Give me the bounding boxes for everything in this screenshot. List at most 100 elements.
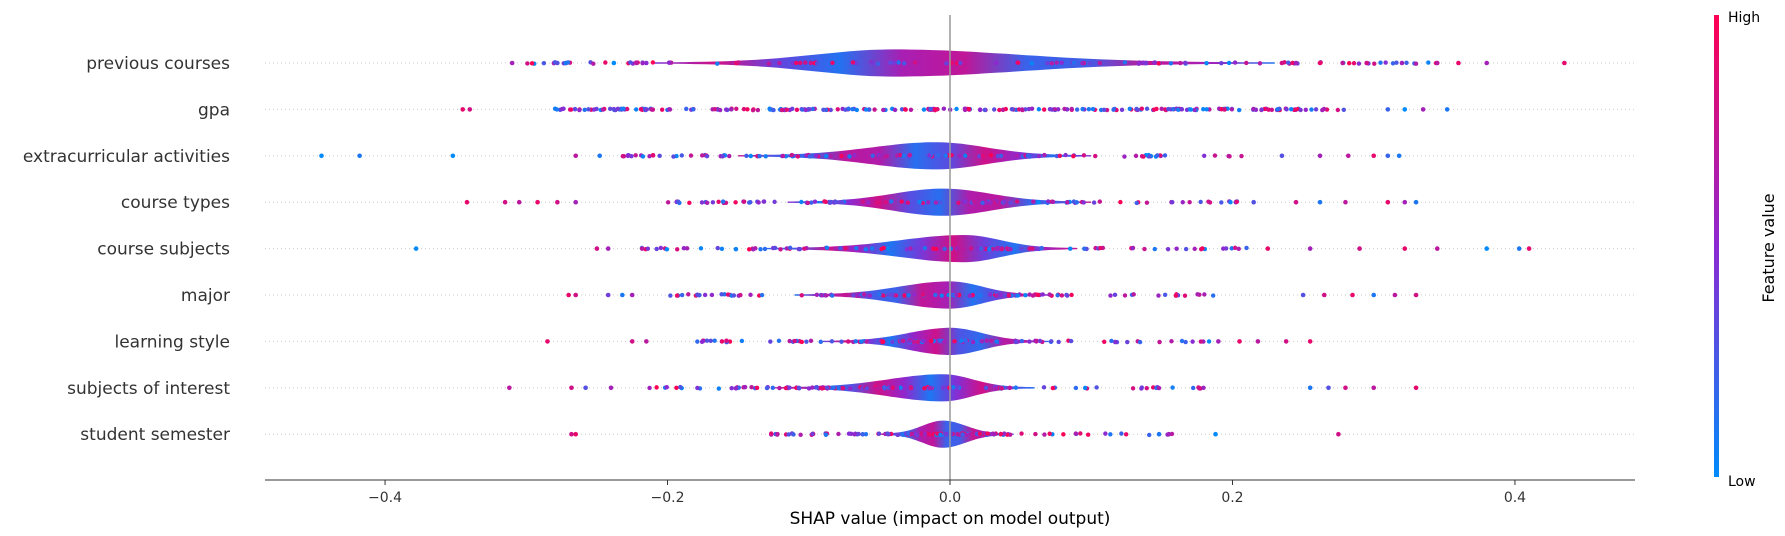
data-point [802, 246, 807, 251]
data-point [1259, 107, 1264, 112]
data-point [988, 200, 993, 205]
data-point [1210, 293, 1216, 298]
data-point [821, 107, 826, 112]
violin [738, 142, 1092, 170]
data-point [724, 338, 729, 343]
data-point [839, 200, 845, 205]
data-point [927, 385, 933, 391]
data-point [529, 61, 535, 66]
data-point [941, 106, 947, 111]
data-point [1289, 106, 1294, 112]
data-point [1074, 200, 1080, 205]
data-point [827, 200, 833, 205]
data-point [933, 200, 939, 205]
x-axis-title: SHAP value (impact on model output) [790, 509, 1111, 529]
data-point [808, 338, 814, 344]
data-point [1003, 106, 1008, 112]
data-point [710, 200, 716, 205]
data-point [885, 431, 890, 436]
data-point [1206, 339, 1212, 344]
data-point [754, 385, 760, 390]
data-point [895, 432, 900, 438]
data-point [869, 60, 875, 66]
data-point [839, 153, 844, 159]
data-point [1255, 339, 1261, 344]
data-point [1139, 385, 1144, 390]
data-point [695, 385, 700, 391]
data-point [846, 431, 852, 436]
data-point [938, 432, 943, 438]
data-point [594, 246, 600, 251]
data-point [1434, 60, 1440, 66]
data-point [1229, 107, 1235, 112]
data-point [921, 292, 926, 298]
data-point [933, 107, 938, 112]
data-point [956, 200, 961, 205]
data-point [464, 199, 470, 205]
data-point [864, 339, 869, 344]
data-point [1219, 200, 1224, 205]
feature-label: previous courses [86, 54, 230, 74]
data-point [943, 153, 948, 158]
data-point [1082, 246, 1087, 251]
data-point [772, 245, 778, 251]
data-point [704, 153, 710, 159]
data-point [1147, 432, 1152, 438]
data-point [545, 339, 550, 344]
data-point [645, 246, 651, 251]
x-tick-label: 0.2 [1221, 490, 1243, 506]
data-point [853, 339, 858, 344]
data-point [903, 107, 908, 112]
data-point [850, 60, 856, 65]
data-point [954, 61, 960, 66]
data-point [863, 107, 869, 112]
data-point [736, 60, 741, 65]
data-point [573, 153, 579, 159]
data-point [1190, 385, 1196, 391]
data-point [1396, 153, 1402, 159]
data-point [716, 199, 721, 204]
data-point [828, 107, 833, 113]
feature-label: student semester [80, 425, 230, 445]
data-point [795, 154, 801, 159]
data-point [1347, 60, 1352, 66]
data-point [1279, 60, 1285, 66]
data-point [777, 385, 782, 391]
data-point [969, 432, 975, 437]
data-point [1484, 246, 1490, 251]
data-point [1019, 246, 1024, 251]
data-point [1351, 61, 1357, 66]
data-point [968, 246, 974, 251]
data-point [1085, 432, 1091, 437]
data-point [1026, 106, 1032, 112]
data-point [955, 245, 960, 251]
data-point [994, 199, 1000, 204]
data-point [561, 106, 566, 111]
data-point [1216, 339, 1221, 344]
data-point [830, 60, 835, 66]
data-point [881, 107, 886, 113]
x-ticks: −0.4 −0.2 0.0 0.2 0.4 [368, 480, 1526, 506]
data-point [1206, 199, 1211, 204]
data-point [1050, 199, 1056, 205]
data-point [803, 60, 808, 65]
data-point [1122, 293, 1128, 298]
data-point [554, 107, 560, 112]
data-point [962, 107, 968, 113]
data-point [671, 154, 676, 159]
data-point [863, 432, 869, 437]
data-point [829, 339, 835, 344]
data-point [586, 107, 591, 112]
data-point [980, 200, 985, 206]
data-point [1156, 431, 1162, 437]
data-point [994, 60, 999, 66]
data-point [1025, 153, 1031, 158]
data-point [988, 292, 993, 297]
data-point [1125, 339, 1130, 345]
data-point [1300, 292, 1306, 298]
data-point [638, 107, 644, 112]
data-point [954, 106, 959, 112]
data-point [900, 338, 906, 344]
data-point [799, 339, 804, 345]
data-point [1198, 339, 1204, 344]
